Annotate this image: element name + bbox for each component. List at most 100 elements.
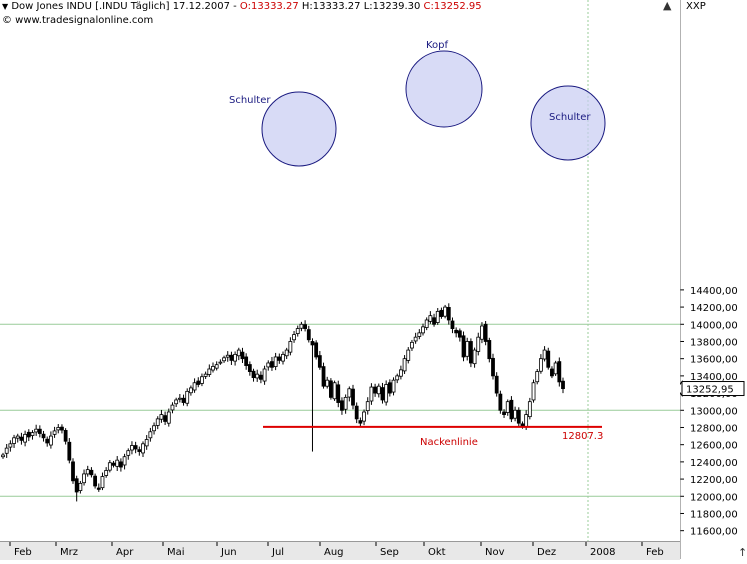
y-tick-label: 13600,00: [690, 355, 738, 366]
scroll-up-arrow-icon[interactable]: ▲: [663, 0, 672, 12]
candle-body: [1, 454, 5, 458]
candle-body: [52, 430, 57, 435]
candle-body: [417, 332, 422, 337]
candle-body: [144, 439, 149, 447]
neckline-label: Nackenlinie: [420, 437, 478, 448]
candle-body: [314, 342, 319, 358]
y-tick-label: 11800,00: [690, 509, 738, 520]
candle-body: [542, 349, 547, 360]
candle-body: [369, 386, 374, 402]
candle-body: [347, 388, 352, 398]
candle-body: [159, 414, 164, 420]
candle-body: [188, 387, 193, 394]
candle-body: [71, 461, 75, 482]
candle-body: [111, 462, 116, 466]
right-shoulder-circle: [530, 85, 606, 161]
candle-body: [104, 470, 109, 476]
candle-body: [218, 361, 223, 364]
candle-body: [8, 443, 13, 448]
pin-arrow-icon[interactable]: ↑: [738, 546, 747, 559]
symbol-label: XXP: [686, 1, 706, 12]
candle-body: [487, 340, 492, 360]
candle-body: [336, 384, 341, 403]
candle-body: [23, 433, 28, 443]
candle-body: [321, 366, 326, 387]
candle-body: [527, 401, 532, 418]
open-value: O:13333.27: [239, 1, 299, 12]
candle-body: [233, 353, 238, 362]
candle-body: [343, 396, 348, 410]
candle-body: [516, 409, 521, 424]
candle-body: [328, 380, 333, 398]
candle-body: [376, 385, 381, 395]
candle-body: [299, 323, 304, 329]
x-tick-label: Feb: [14, 547, 32, 558]
candle-body: [130, 445, 134, 451]
candle-body: [181, 397, 186, 403]
y-tick-label: 12600,00: [690, 441, 738, 452]
candle-body: [457, 330, 462, 338]
candle-body: [480, 325, 484, 340]
candle-body: [502, 411, 506, 415]
candle-body: [472, 349, 477, 365]
candle-body: [96, 487, 101, 490]
x-tick-label: Apr: [116, 547, 134, 558]
candle-body: [505, 401, 510, 413]
candle-body: [4, 447, 9, 454]
candle-body: [332, 382, 337, 400]
source-label: © www.tradesignalonline.com: [2, 15, 154, 26]
y-tick-label: 12400,00: [690, 458, 738, 469]
x-tick-label: 2008: [590, 547, 615, 558]
candle-body: [222, 357, 226, 362]
candle-body: [306, 329, 311, 341]
x-tick-label: Feb: [646, 547, 664, 558]
y-tick-label: 14000,00: [690, 320, 738, 331]
candle-body: [535, 371, 540, 383]
candle-body: [310, 341, 315, 346]
candle-body: [122, 456, 127, 466]
candle-body: [295, 328, 300, 334]
candle-body: [30, 432, 35, 436]
candle-body: [351, 388, 355, 406]
candle-body: [41, 433, 46, 439]
candle-body: [174, 399, 179, 405]
candle-body: [100, 476, 105, 489]
candle-body: [63, 430, 68, 442]
candle-body: [281, 353, 285, 362]
candle-body: [384, 384, 389, 403]
close-value: C:13252.95: [423, 1, 482, 12]
last-value-pointer: [676, 379, 683, 398]
candle-body: [380, 387, 385, 401]
candle-body: [443, 306, 448, 317]
x-tick-label: Aug: [324, 547, 344, 558]
candle-body: [494, 375, 499, 394]
y-tick-label: 11600,00: [690, 527, 738, 538]
menu-arrow-icon[interactable]: ▼: [2, 2, 9, 11]
candle-body: [406, 349, 411, 361]
candle-body: [236, 349, 241, 357]
candle-body: [60, 426, 64, 431]
candle-body: [118, 461, 123, 468]
candle-body: [251, 370, 256, 378]
candle-body: [152, 425, 156, 432]
x-tick-label: Nov: [485, 547, 505, 558]
candle-body: [373, 386, 378, 394]
candle-body: [148, 431, 153, 439]
candle-body: [45, 438, 50, 444]
candle-body: [410, 341, 414, 349]
candle-body: [450, 320, 455, 329]
last-value-label: 13252,95: [686, 385, 734, 396]
candle-body: [133, 445, 138, 450]
candle-body: [78, 482, 83, 492]
candle-body: [546, 350, 551, 368]
candle-body: [553, 362, 558, 375]
candle-body: [177, 397, 182, 400]
candle-body: [531, 382, 536, 401]
x-tick-label: Mrz: [60, 547, 78, 558]
candle-body: [391, 379, 396, 393]
low-value: L:13239.30: [363, 1, 421, 12]
candle-body: [214, 364, 219, 369]
price-chart: Nackenlinie 12807.3 Schulter Kopf Schulter: [0, 0, 680, 541]
candle-body: [192, 382, 197, 391]
candle-body: [247, 364, 252, 372]
